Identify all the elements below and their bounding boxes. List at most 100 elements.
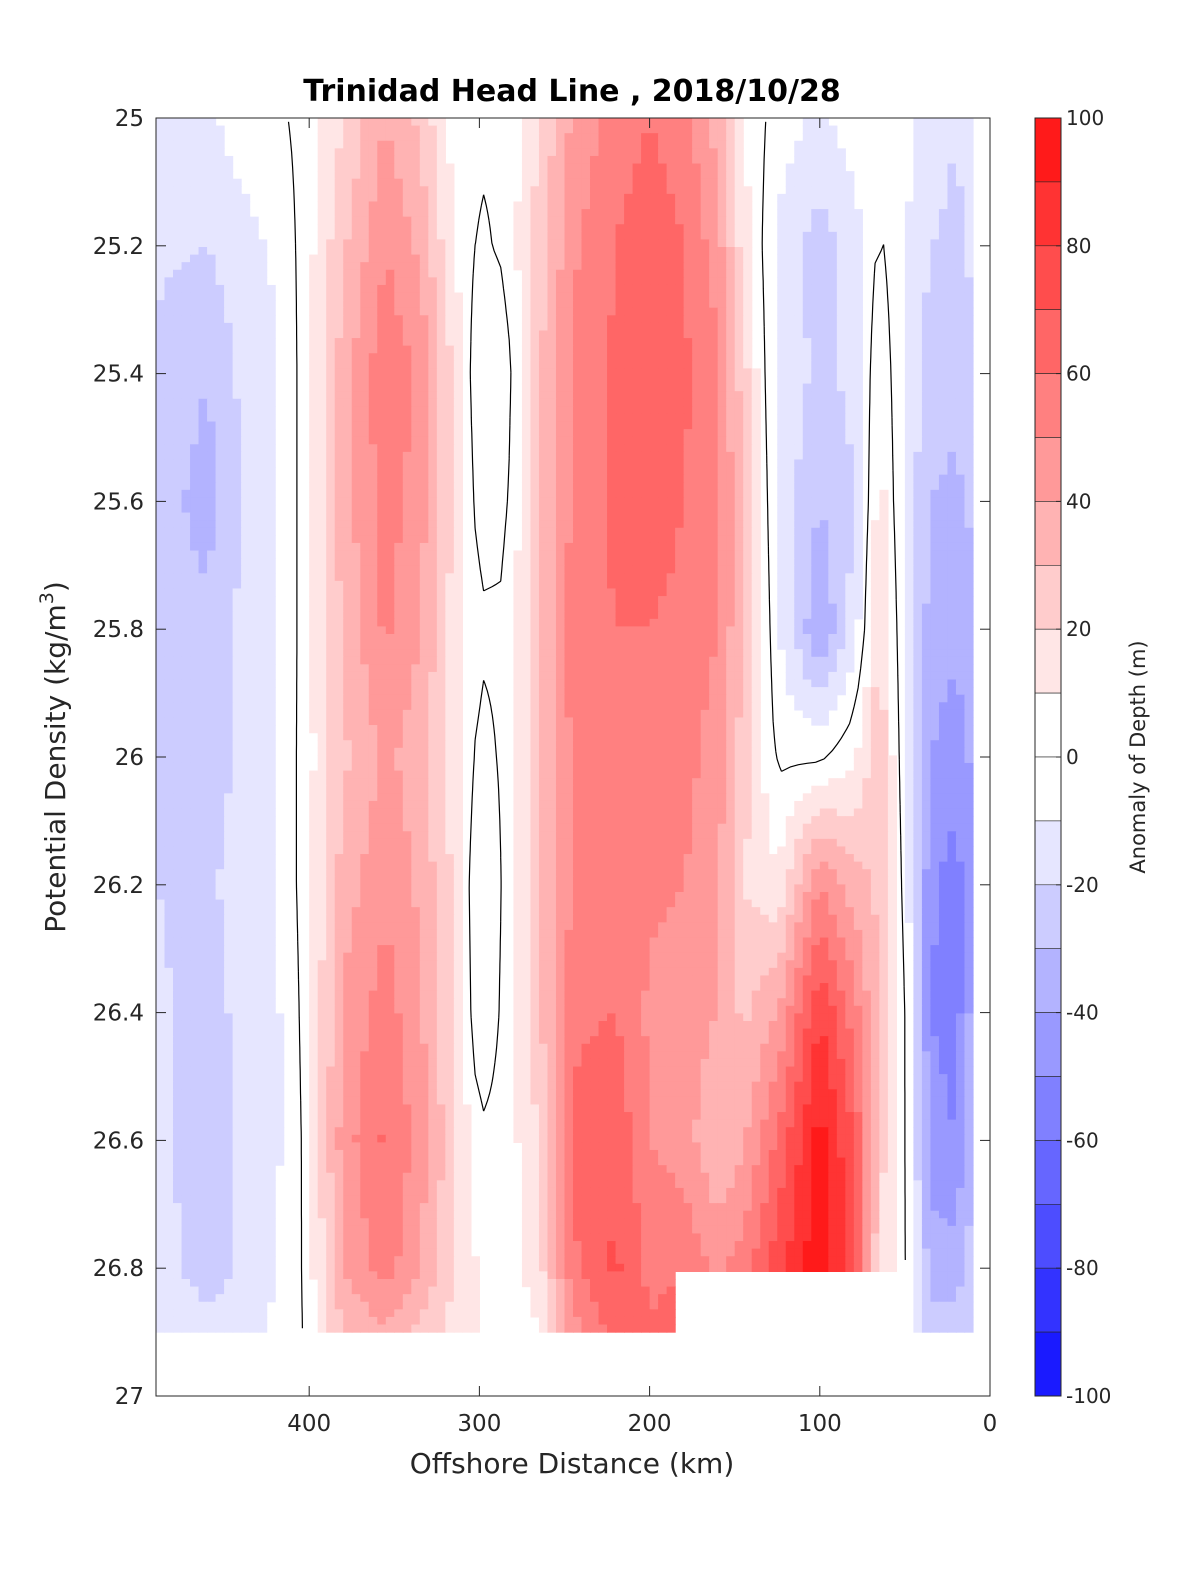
contour-cell (692, 368, 702, 377)
contour-cell (326, 512, 336, 521)
contour-cell (156, 292, 166, 301)
contour-cell (326, 459, 336, 468)
contour-cell (530, 406, 540, 415)
contour-cell (173, 451, 183, 461)
contour-cell (947, 292, 957, 301)
contour-cell (351, 376, 361, 385)
contour-cell (181, 444, 191, 453)
contour-cell (675, 421, 685, 430)
contour-cell (351, 125, 361, 134)
contour-cell (904, 467, 915, 476)
contour-cell (156, 125, 166, 134)
contour-cell (947, 451, 957, 461)
contour-cell (521, 315, 532, 324)
contour-cell (904, 611, 915, 620)
contour-cell (930, 353, 940, 362)
contour-cell (615, 535, 625, 544)
contour-cell (955, 148, 966, 157)
contour-cell (675, 580, 685, 590)
contour-cell (538, 558, 549, 567)
contour-cell (785, 315, 795, 324)
contour-cell (913, 391, 923, 400)
contour-cell (428, 360, 438, 370)
contour-cell (453, 383, 463, 392)
contour-cell (411, 436, 421, 445)
contour-cell (734, 322, 744, 332)
contour-cell (156, 512, 166, 521)
contour-cell (232, 558, 242, 567)
contour-cell (368, 171, 378, 180)
contour-cell (360, 262, 370, 271)
contour-cell (164, 436, 174, 445)
contour-cell (360, 368, 370, 377)
contour-cell (845, 315, 855, 324)
contour-cell (938, 444, 949, 453)
contour-cell (326, 345, 336, 354)
contour-cell (811, 155, 821, 165)
contour-cell (658, 148, 668, 157)
contour-cell (258, 451, 268, 461)
contour-cell (828, 603, 838, 612)
contour-cell (428, 338, 438, 347)
contour-cell (836, 535, 846, 544)
contour-cell (573, 133, 583, 142)
contour-cell (215, 398, 225, 407)
contour-cell (717, 330, 727, 339)
contour-cell (717, 436, 727, 445)
contour-cell (717, 133, 727, 142)
contour-cell (317, 300, 327, 309)
contour-cell (615, 224, 625, 233)
contour-cell (190, 300, 200, 309)
contour-cell (436, 353, 446, 362)
contour-cell (794, 504, 804, 514)
contour-cell (377, 550, 387, 559)
contour-cell (419, 573, 429, 582)
contour-cell (930, 436, 940, 445)
contour-cell (232, 573, 242, 582)
contour-cell (207, 580, 217, 590)
contour-cell (445, 565, 455, 574)
contour-cell (726, 254, 736, 263)
contour-cell (411, 603, 421, 612)
contour-cell (207, 611, 217, 620)
contour-cell (326, 603, 336, 612)
contour-cell (224, 444, 234, 453)
contour-cell (564, 565, 574, 574)
contour-cell (207, 603, 217, 612)
contour-cell (921, 231, 932, 241)
contour-cell (607, 497, 617, 506)
contour-cell (317, 565, 327, 574)
contour-cell (513, 209, 523, 218)
contour-cell (666, 224, 676, 233)
contour-cell (394, 277, 404, 286)
contour-cell (964, 368, 974, 377)
contour-cell (377, 360, 387, 370)
contour-cell (726, 284, 736, 294)
contour-cell (190, 125, 200, 134)
contour-cell (726, 178, 736, 187)
contour-cell (394, 186, 404, 195)
contour-cell (453, 429, 463, 438)
contour-cell (913, 504, 923, 514)
contour-cell (904, 429, 915, 438)
contour-cell (683, 504, 693, 514)
contour-cell (156, 277, 166, 286)
contour-cell (811, 322, 821, 332)
contour-cell (402, 125, 412, 134)
contour-cell (964, 118, 974, 127)
contour-cell (632, 300, 642, 309)
contour-cell (598, 118, 608, 127)
contour-cell (904, 322, 915, 332)
contour-cell (709, 368, 719, 377)
contour-cell (360, 444, 370, 453)
contour-cell (683, 140, 693, 149)
contour-cell (590, 353, 600, 362)
contour-cell (879, 611, 889, 620)
contour-cell (232, 193, 242, 203)
contour-cell (555, 262, 566, 271)
contour-cell (751, 391, 761, 400)
contour-cell (624, 163, 634, 172)
contour-cell (649, 588, 659, 597)
contour-cell (726, 300, 736, 309)
contour-cell (377, 262, 387, 271)
